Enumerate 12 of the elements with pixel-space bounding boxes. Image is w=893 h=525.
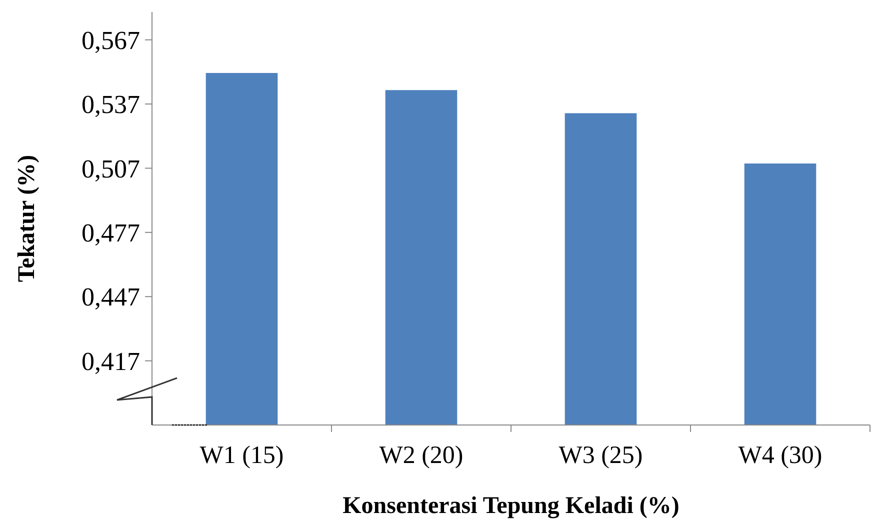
y-tick-label: 0,537 [82,90,140,120]
x-axis-title: Konsenterasi Tepung Keladi (%) [342,493,680,519]
x-tick-label: W2 (20) [379,442,464,469]
y-tick-label: 0,507 [82,154,140,184]
y-axis-title: Tekatur (%) [14,154,40,282]
y-tick-label: 0,567 [82,26,140,55]
y-tick-label: 0,417 [82,346,140,376]
x-tick-label: W4 (30) [738,442,822,469]
x-tick-label: W1 (15) [200,442,284,469]
y-tick-label: 0,477 [82,218,140,248]
y-tick-label: 0,447 [82,282,140,312]
x-tick-label: W3 (25) [558,442,643,469]
